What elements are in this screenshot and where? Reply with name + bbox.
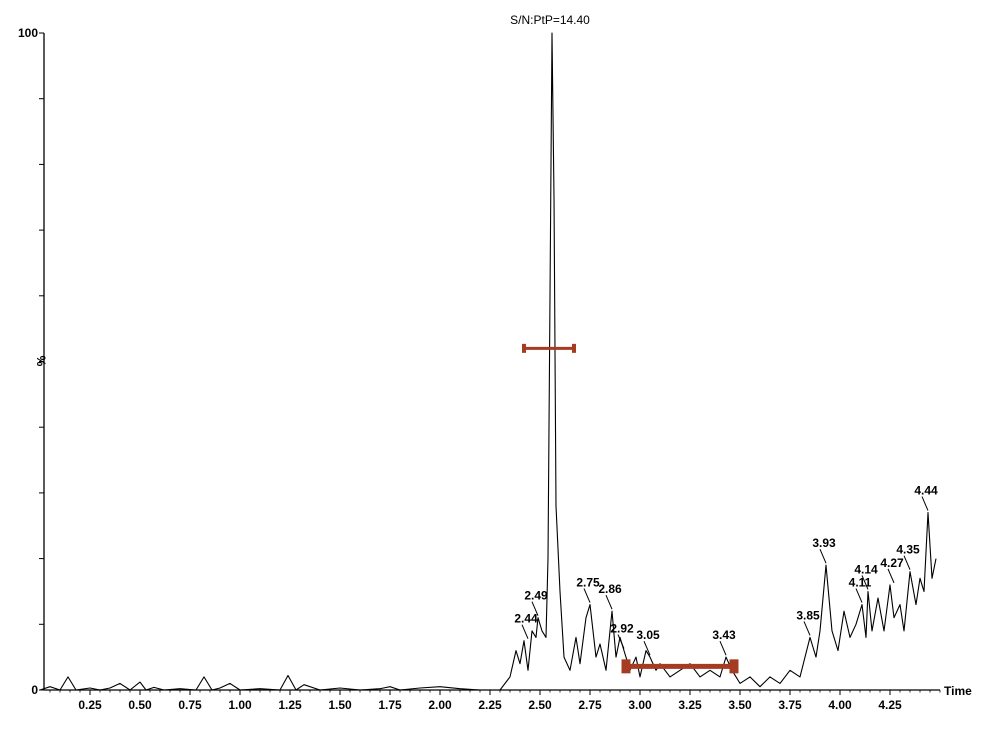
x-tick-label: 3.75 [778, 698, 802, 712]
y-tick-100: 100 [18, 26, 38, 40]
x-tick-label: 2.25 [478, 698, 502, 712]
peak-label: 4.27 [880, 556, 904, 584]
y-tick-0: 0 [31, 683, 38, 697]
peak-label: 4.11 [849, 576, 872, 603]
peak-label-text: 4.14 [854, 562, 878, 576]
x-tick-label: 2.75 [578, 698, 602, 712]
peak-label-text: 3.85 [796, 608, 820, 622]
x-axis-label: Time [944, 684, 972, 698]
series-line-0 [39, 32, 937, 691]
x-tick-label: 3.50 [728, 698, 752, 712]
peak-label: 2.49 [524, 589, 548, 616]
y-axis-label: % [34, 356, 48, 367]
x-tick-label: 4.00 [828, 698, 852, 712]
x-tick-label: 0.50 [128, 698, 152, 712]
x-tick-label: 1.25 [278, 698, 302, 712]
x-tick-label: 2.50 [528, 698, 552, 712]
series-group [39, 32, 937, 691]
peak-label-text: 3.93 [812, 536, 836, 550]
peak-label: 2.92 [610, 622, 634, 649]
noise-marker-0 [522, 343, 576, 353]
peak-label: 2.86 [598, 582, 622, 610]
x-ticks: 0.25 0.50 0.75 1.00 1.25 1.50 1.75 2.00 2.25 2.50… [49, 690, 941, 712]
peak-label: 4.14 [854, 562, 878, 590]
axes [39, 32, 940, 691]
peak-label: 4.44 [914, 484, 938, 511]
peak-label: 3.43 [712, 628, 736, 656]
peak-label-text: 3.43 [712, 628, 736, 642]
peak-label: 4.35 [896, 543, 920, 570]
x-tick-label: 0.75 [178, 698, 202, 712]
peak-label: 3.93 [812, 536, 836, 564]
peak-label: 2.44 [514, 612, 538, 639]
peak-label-text: 2.75 [576, 576, 600, 590]
sn-annotation: S/N:PtP=14.40 [510, 13, 590, 27]
peak-label-text: 2.49 [524, 589, 548, 603]
peak-label-text: 4.27 [880, 556, 904, 570]
peak-label-text: 2.44 [514, 612, 538, 626]
x-tick-label: 1.00 [228, 698, 252, 712]
x-tick-label: 2.00 [428, 698, 452, 712]
x-tick-label: 1.50 [328, 698, 352, 712]
peak-label-text: 2.86 [598, 582, 622, 596]
x-tick-label: 3.00 [628, 698, 652, 712]
peak-label-text: 4.11 [849, 576, 872, 590]
x-tick-label: 0.25 [78, 698, 102, 712]
peak-label-text: 2.92 [610, 622, 634, 636]
noise-markers [522, 343, 739, 674]
x-tick-label: 3.25 [678, 698, 702, 712]
peak-label-text: 4.35 [896, 543, 920, 557]
peak-label-text: 4.44 [914, 484, 938, 498]
peak-label: 3.85 [796, 608, 820, 636]
x-tick-label: 1.75 [378, 698, 402, 712]
noise-marker-1 [621, 659, 739, 674]
peak-labels: 2.44 2.49 2.752.86 2.92 3.05 3.43 3.85 3.93 4.11… [514, 484, 938, 656]
peak-label-text: 3.05 [636, 628, 660, 642]
x-tick-label: 4.25 [878, 698, 902, 712]
peak-label: 3.05 [636, 628, 660, 656]
peak-label: 2.75 [576, 576, 600, 603]
